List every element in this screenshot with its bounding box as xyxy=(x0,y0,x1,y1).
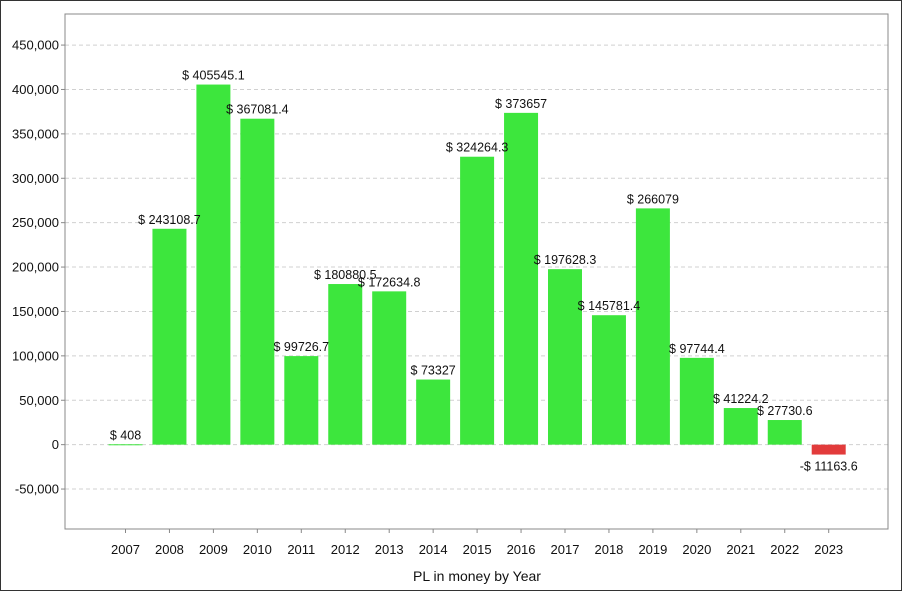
data-label: $ 367081.4 xyxy=(226,103,289,117)
bar xyxy=(372,291,407,445)
bar xyxy=(723,408,758,445)
x-tick-label: 2018 xyxy=(594,542,623,557)
y-tick-label: 150,000 xyxy=(12,304,59,319)
data-label: $ 405545.1 xyxy=(182,69,245,83)
y-tick-label: 200,000 xyxy=(12,260,59,275)
y-tick-label: 400,000 xyxy=(12,82,59,97)
x-tick-label: 2023 xyxy=(814,542,843,557)
bar xyxy=(196,84,231,445)
x-tick-label: 2019 xyxy=(638,542,667,557)
bar xyxy=(767,420,802,445)
bar xyxy=(108,444,143,446)
data-label: $ 97744.4 xyxy=(669,342,725,356)
x-tick-label: 2015 xyxy=(463,542,492,557)
data-label: $ 172634.8 xyxy=(358,275,421,289)
data-label: $ 243108.7 xyxy=(138,213,201,227)
bar xyxy=(284,356,319,445)
bar xyxy=(635,208,670,445)
data-label: $ 373657 xyxy=(495,97,547,111)
y-tick-label: 300,000 xyxy=(12,171,59,186)
x-axis-ticks: 2007 2008 2009 2010 2011 2012 2013 2014 2015 2016… xyxy=(111,529,843,557)
data-label: $ 197628.3 xyxy=(534,253,597,267)
data-label: $ 324264.3 xyxy=(446,141,509,155)
y-tick-label: 50,000 xyxy=(19,393,59,408)
x-tick-label: 2007 xyxy=(111,542,140,557)
y-tick-label: 0 xyxy=(52,437,59,452)
y-tick-label: 250,000 xyxy=(12,215,59,230)
x-tick-label: 2014 xyxy=(419,542,448,557)
y-tick-label: 450,000 xyxy=(12,38,59,53)
data-label: $ 99726.7 xyxy=(273,340,329,354)
y-axis-ticks: -50,000 0 50,000 100,000 150,000 200,000 250,0… xyxy=(12,38,65,497)
y-tick-label: 100,000 xyxy=(12,348,59,363)
data-label: $ 27730.6 xyxy=(757,404,813,418)
data-label: -$ 11163.6 xyxy=(800,460,858,474)
data-labels: $ 408 $ 243108.7 $ 405545.1 $ 367081.4 $ 997… xyxy=(110,69,858,474)
bar xyxy=(240,118,275,445)
data-label: $ 145781.4 xyxy=(578,299,641,313)
bar xyxy=(679,357,714,445)
bar xyxy=(504,112,539,445)
x-tick-label: 2009 xyxy=(199,542,228,557)
data-label: $ 408 xyxy=(110,428,141,442)
x-axis-title: PL in money by Year xyxy=(413,568,541,584)
bar xyxy=(591,315,626,445)
bar xyxy=(548,269,582,445)
x-tick-label: 2013 xyxy=(375,542,404,557)
data-label: $ 266079 xyxy=(627,192,679,206)
bars xyxy=(108,84,846,455)
y-tick-label: -50,000 xyxy=(15,482,59,497)
bar xyxy=(328,284,363,445)
data-label: $ 73327 xyxy=(411,364,456,378)
data-label: $ 180880.5 xyxy=(314,268,377,282)
x-tick-label: 2020 xyxy=(682,542,711,557)
bar xyxy=(460,156,495,445)
x-tick-label: 2017 xyxy=(551,542,580,557)
x-tick-label: 2016 xyxy=(507,542,536,557)
y-tick-label: 350,000 xyxy=(12,126,59,141)
x-tick-label: 2022 xyxy=(770,542,799,557)
data-label: $ 41224.2 xyxy=(713,392,769,406)
x-tick-label: 2012 xyxy=(331,542,360,557)
bar xyxy=(152,228,187,445)
x-tick-label: 2010 xyxy=(243,542,272,557)
plot-area-border xyxy=(64,13,889,530)
bar xyxy=(416,379,451,445)
x-tick-label: 2011 xyxy=(287,542,315,557)
x-tick-label: 2021 xyxy=(726,542,755,557)
x-tick-label: 2008 xyxy=(155,542,184,557)
bar xyxy=(811,444,846,455)
